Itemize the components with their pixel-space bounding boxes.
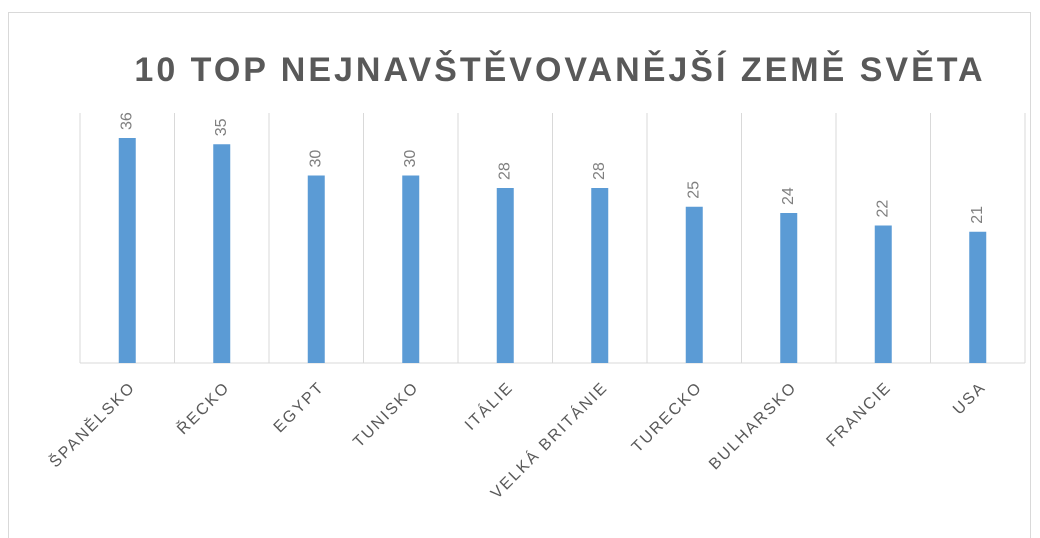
chart-border	[8, 12, 1031, 538]
bar	[402, 175, 420, 363]
data-label: 28	[496, 162, 513, 180]
bar	[307, 175, 325, 363]
chart-title: 10 TOP NEJNAVŠTĚVOVANĚJŠÍ ZEMĚ SVĚTA	[134, 50, 985, 89]
data-label: 35	[213, 118, 230, 136]
bar	[496, 188, 514, 363]
data-label: 24	[780, 187, 797, 205]
bar	[213, 144, 231, 363]
data-label: 28	[591, 162, 608, 180]
bar	[969, 231, 987, 363]
bar	[685, 206, 703, 363]
data-label: 21	[969, 206, 986, 224]
bar	[780, 213, 798, 363]
data-label: 36	[118, 112, 135, 130]
data-label: 22	[874, 200, 891, 218]
bar	[874, 225, 892, 363]
data-label: 30	[402, 150, 419, 168]
bar	[591, 188, 609, 363]
data-label: 30	[307, 150, 324, 168]
data-label: 25	[685, 181, 702, 199]
bar	[118, 138, 136, 363]
